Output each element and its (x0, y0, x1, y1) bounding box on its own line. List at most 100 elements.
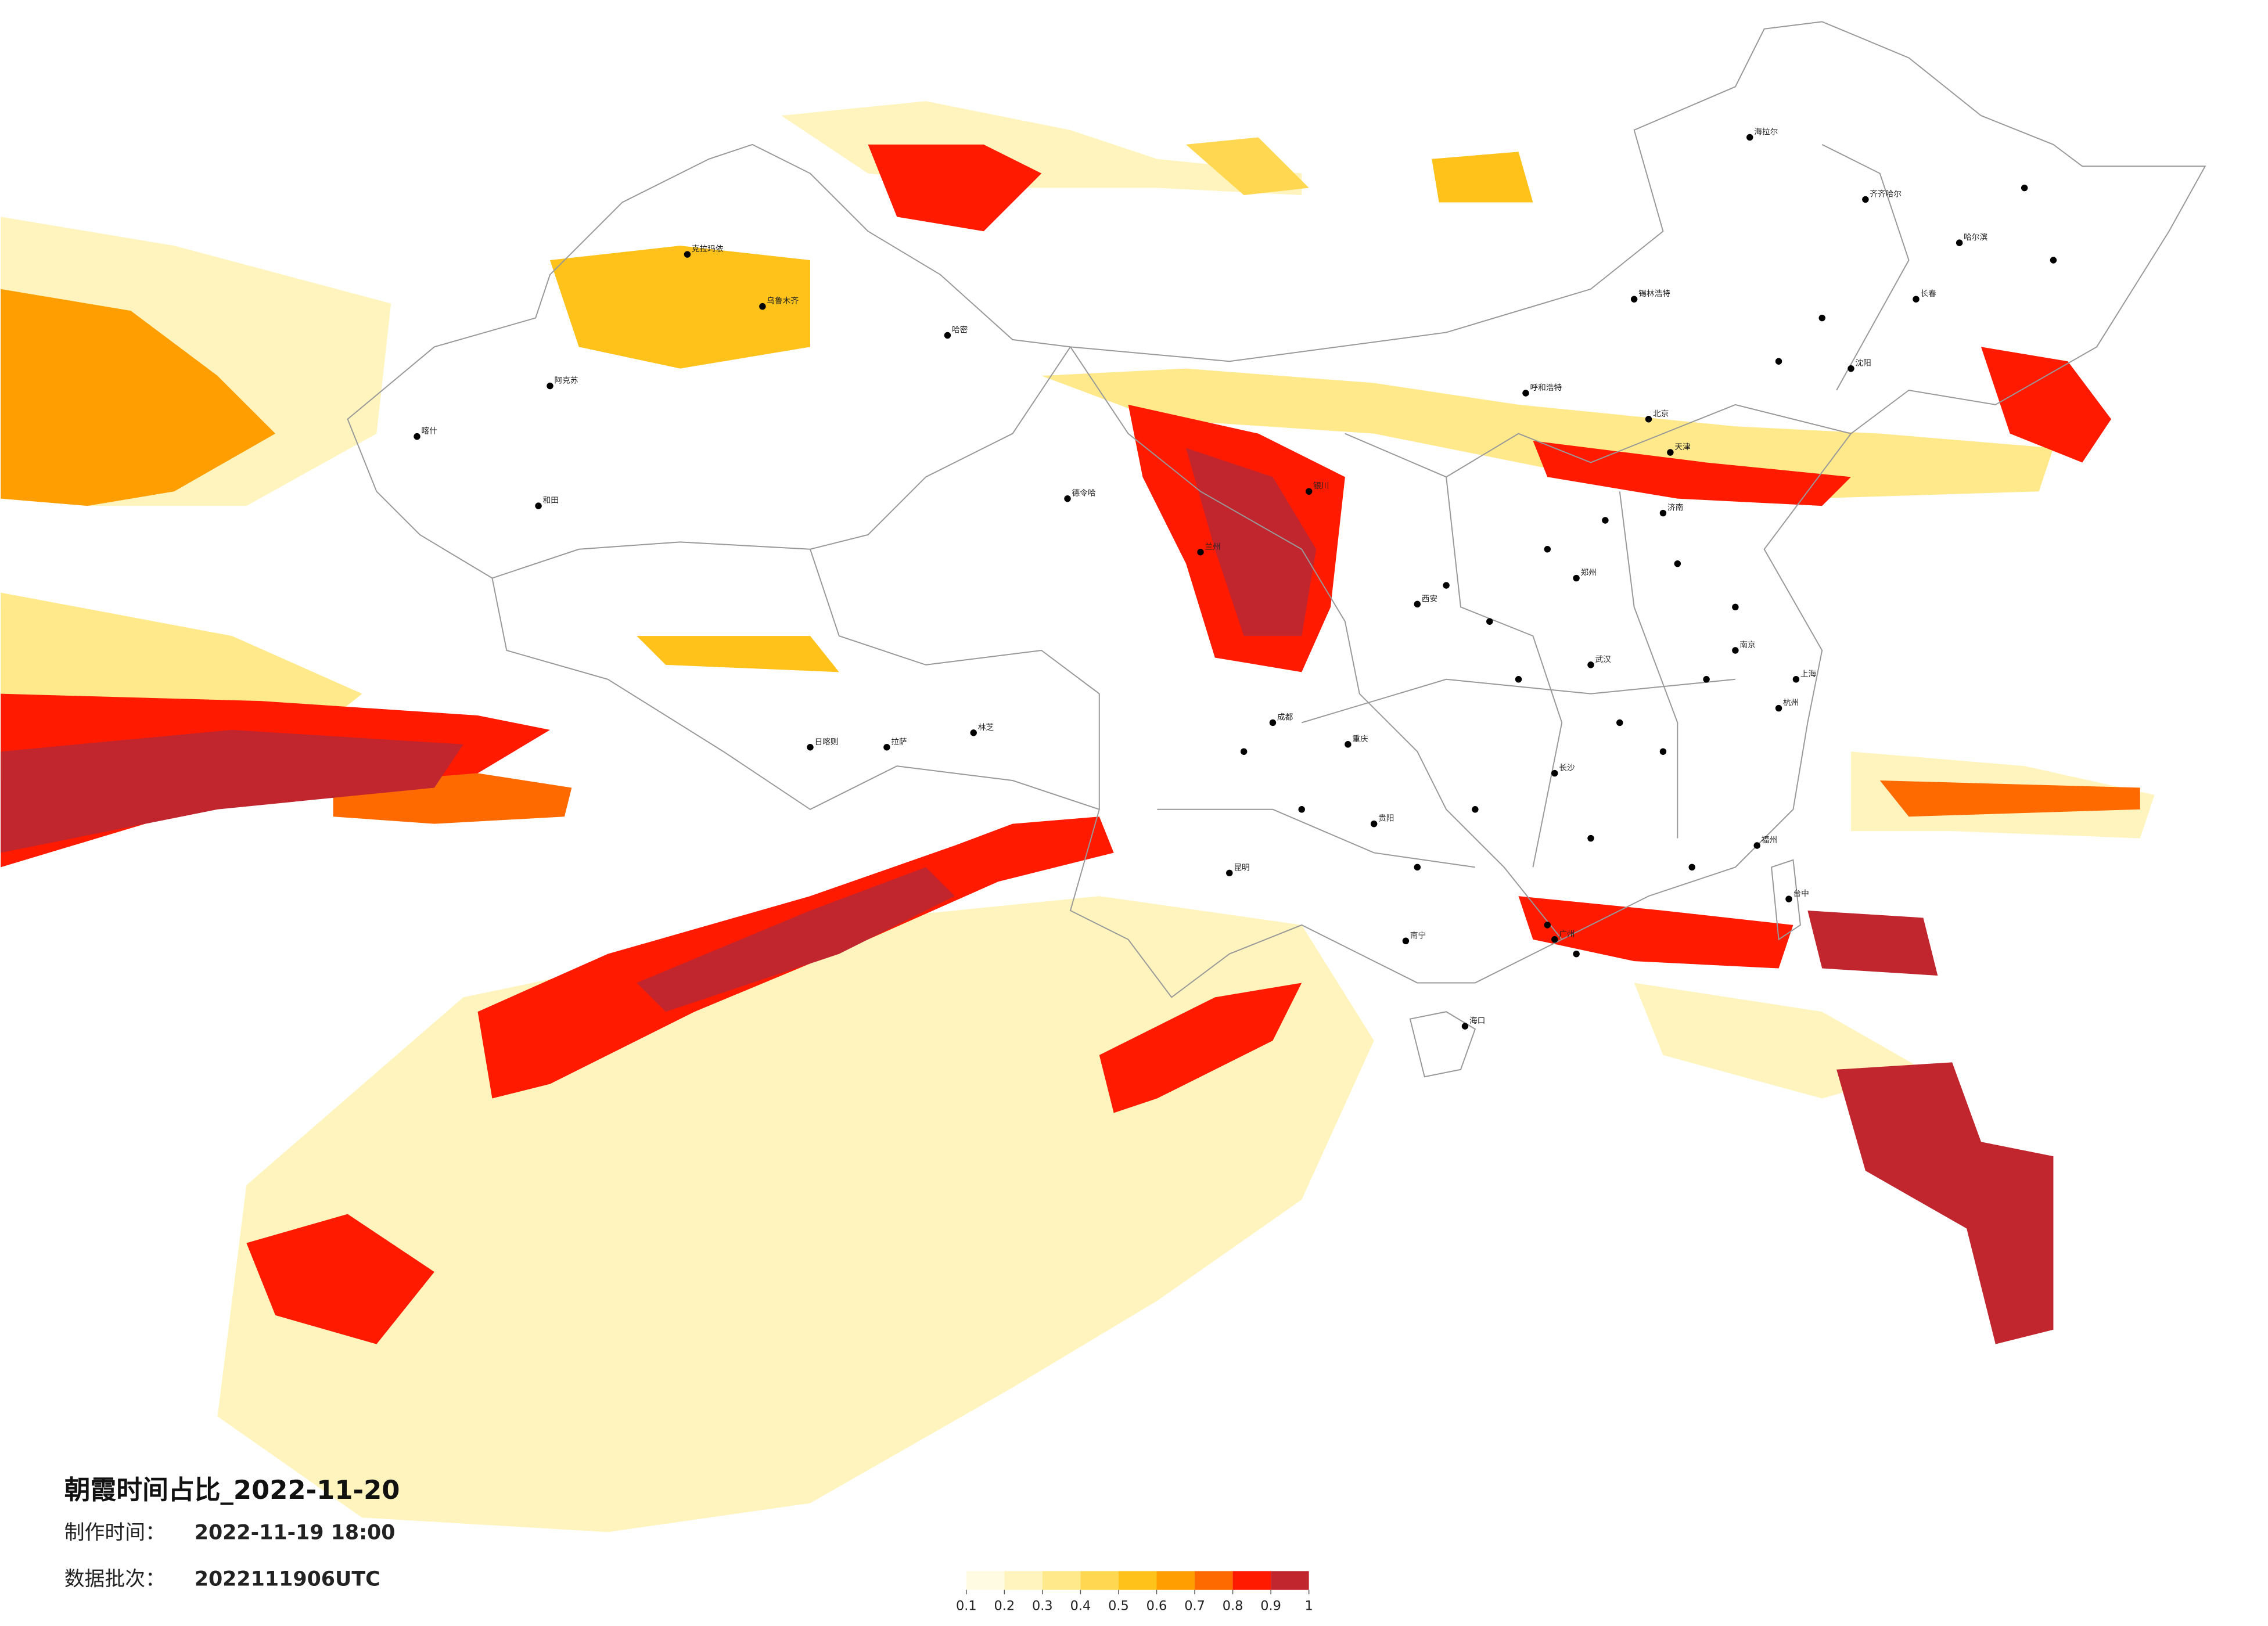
heat-area (1807, 911, 1938, 976)
city-dot (1792, 676, 1800, 683)
city-label: 广州 (1559, 930, 1575, 939)
legend-tick-label: 0.6 (1146, 1599, 1167, 1614)
city-dot (1544, 546, 1551, 553)
heat-area (1041, 368, 2054, 499)
city-dot (1818, 314, 1825, 322)
boundaries (347, 21, 2206, 1078)
country-border (347, 21, 2206, 998)
city-label: 南宁 (1410, 930, 1426, 940)
heat-area (637, 867, 955, 1012)
city-label: 长沙 (1559, 764, 1575, 773)
city-dot (1551, 936, 1558, 943)
province-border (810, 549, 1100, 810)
legend-tick-label: 0.9 (1260, 1599, 1281, 1614)
city-label: 乌鲁木齐 (767, 297, 799, 306)
legend: 0.1 0.2 0.3 0.4 0.5 0.6 0.7 0.8 0.9 1 (956, 1571, 1313, 1614)
province-border (1301, 678, 1735, 724)
city-dot (1587, 661, 1594, 668)
city-dot (2021, 184, 2028, 192)
province-border (1821, 143, 1910, 391)
heat-area (1186, 137, 1309, 195)
city-dot (1688, 864, 1695, 871)
city-label: 贵阳 (1378, 814, 1394, 823)
city-label: 日喀则 (814, 738, 838, 747)
city-dot (1443, 582, 1450, 589)
legend-swatch (1156, 1571, 1195, 1590)
city-label: 哈尔滨 (1964, 233, 1987, 242)
legend-tick-label: 0.7 (1184, 1599, 1205, 1614)
city-dot (1370, 820, 1378, 828)
city-label: 海口 (1469, 1016, 1485, 1026)
legend-swatch (1004, 1571, 1043, 1590)
city-dot (1240, 748, 1248, 755)
city-dot (1461, 1023, 1469, 1030)
heat-area (868, 144, 1042, 232)
city-label: 银川 (1313, 481, 1329, 491)
legend-tick-label: 0.5 (1108, 1599, 1129, 1614)
city-dot (1913, 296, 1920, 303)
city-dot (1515, 676, 1522, 683)
city-label: 天津 (1674, 443, 1691, 452)
province-border (1619, 491, 1678, 839)
city-dot (547, 382, 553, 390)
legend-tick-label: 0.4 (1070, 1599, 1091, 1614)
city-label: 杭州 (1783, 699, 1799, 708)
island-border (1409, 1011, 1476, 1078)
city-dot (1522, 390, 1529, 397)
city-dot (1659, 748, 1667, 755)
city-dot (1305, 488, 1313, 495)
city-label: 北京 (1653, 409, 1669, 419)
city-dot (2050, 257, 2057, 264)
city-label: 福州 (1762, 836, 1777, 845)
legend-swatch (1195, 1571, 1233, 1590)
city-dot (1732, 603, 1739, 611)
city-dot (1862, 196, 1869, 203)
heat-area (1879, 780, 2140, 817)
city-dot (1064, 495, 1071, 502)
heat-area (1836, 1062, 2054, 1344)
city-label: 克拉玛依 (692, 244, 724, 254)
city-label: 和田 (543, 496, 559, 505)
meta-value: 2022111906UTC (195, 1567, 380, 1591)
city-dot (1269, 719, 1277, 726)
city-dot (1544, 922, 1551, 929)
city-dot (1848, 365, 1854, 372)
city-dot (535, 502, 542, 509)
city-dot (1402, 937, 1410, 944)
city-dot (684, 251, 691, 258)
legend-tick-label: 0.3 (1032, 1599, 1053, 1614)
city-dot (1785, 895, 1792, 902)
city-dot (1587, 834, 1594, 842)
city-dot (1616, 719, 1623, 726)
city-label: 上海 (1800, 670, 1817, 679)
city-label: 喀什 (421, 427, 437, 436)
city-label: 兰州 (1205, 542, 1220, 552)
city-dot (1226, 869, 1233, 877)
island-border (1771, 859, 1801, 941)
meta-label: 制作时间： (64, 1521, 166, 1545)
heat-area (549, 246, 810, 369)
legend-swatch (1042, 1571, 1081, 1590)
legend-tick-label: 0.1 (956, 1599, 977, 1614)
meta-label: 数据批次： (64, 1567, 166, 1591)
city-dot (1345, 741, 1352, 748)
province-border (1070, 346, 1562, 940)
heat-area (1518, 896, 1793, 969)
city-dot (1298, 806, 1305, 813)
city-dot (1775, 704, 1782, 712)
legend-swatch (1118, 1571, 1157, 1590)
city-dot (807, 744, 814, 751)
city-dot (883, 744, 890, 751)
heat-area (637, 636, 839, 672)
city-dot (1667, 449, 1674, 456)
city-label: 林芝 (978, 723, 994, 732)
city-dot (1674, 560, 1681, 567)
city-dot (1630, 296, 1638, 303)
city-dot (1746, 134, 1753, 141)
city-dot (1753, 842, 1760, 849)
legend-swatch (1080, 1571, 1119, 1590)
heat-area (246, 1214, 434, 1344)
city-label: 德令哈 (1072, 489, 1095, 498)
